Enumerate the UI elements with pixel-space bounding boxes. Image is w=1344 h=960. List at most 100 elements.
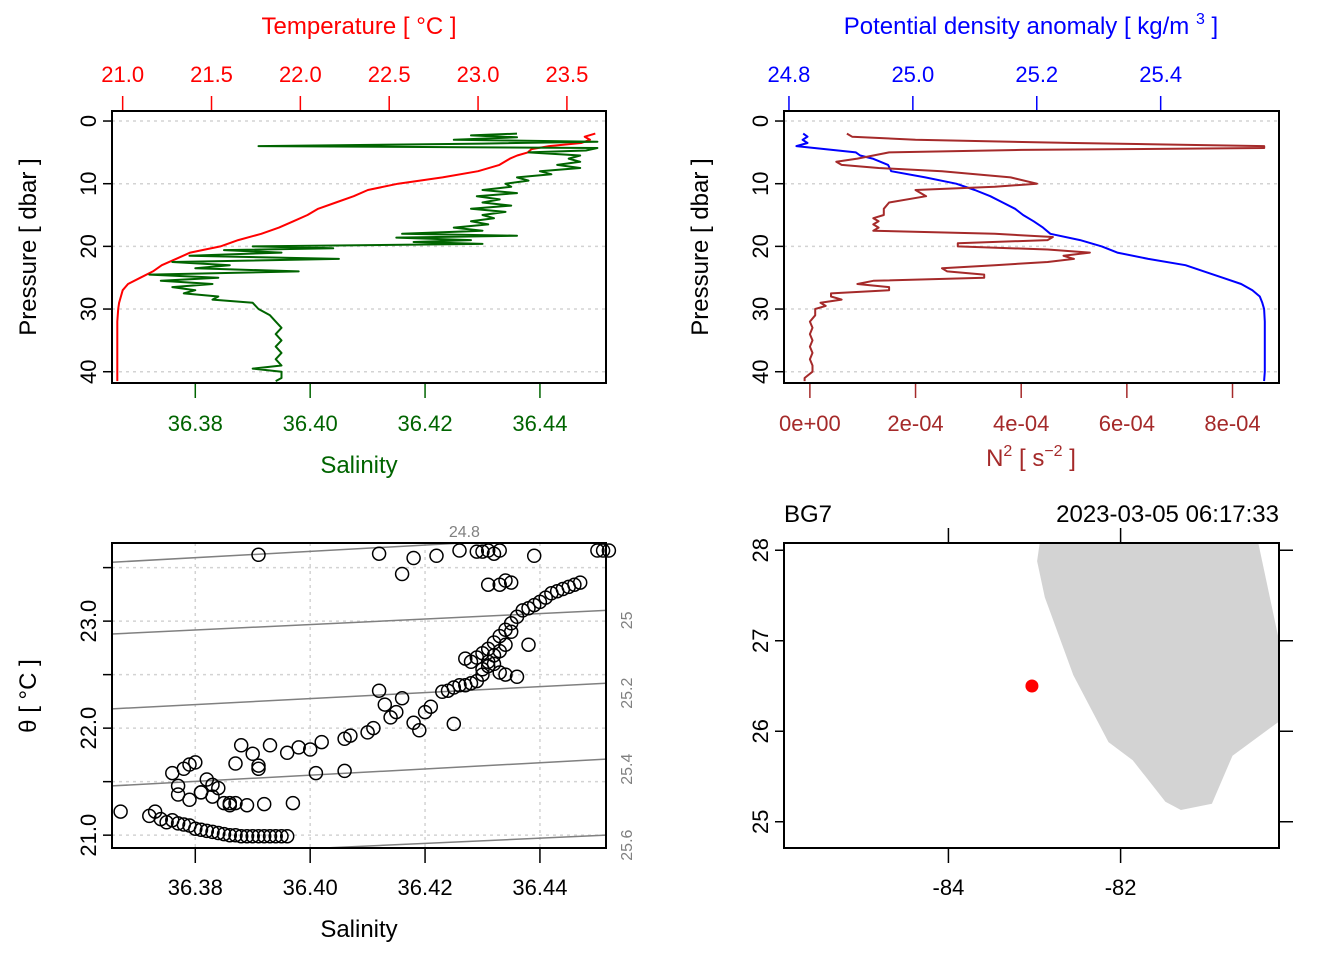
top-tick-label: 25.4 <box>1139 62 1182 87</box>
salinity-axis: 36.38 36.40 36.42 36.44 <box>168 848 567 900</box>
y-tick-label: 0 <box>748 115 773 127</box>
bottom-tick-label: 4e-04 <box>993 411 1049 436</box>
isopycnal-label: 25.2 <box>619 678 636 709</box>
panel-temperature-salinity-profile: Temperature [ °C ] 21.0 21.5 22.0 22.5 23.0 2… <box>15 13 607 479</box>
density-axis: 24.8 25.0 25.2 25.4 <box>768 62 1182 111</box>
data-point <box>394 690 410 706</box>
x-tick-label: -82 <box>1105 875 1137 900</box>
data-point <box>193 822 209 838</box>
data-point <box>245 828 260 844</box>
y-tick-label: 10 <box>748 171 773 195</box>
top-tick-label: 22.0 <box>279 62 322 87</box>
data-point <box>567 577 582 592</box>
data-point <box>521 637 536 652</box>
y-tick-label: 25 <box>748 810 773 834</box>
data-point <box>211 825 226 841</box>
bottom-tick-label: 8e-04 <box>1204 411 1260 436</box>
data-point <box>423 699 439 714</box>
x-tick-label: 36.42 <box>398 875 453 900</box>
pressure-axis: 0 10 20 30 40 <box>748 115 784 384</box>
data-point <box>498 667 513 682</box>
bottom-axis-title: N2 [ s−2 ] <box>986 443 1076 472</box>
scatter-points <box>113 543 617 844</box>
data-point <box>572 575 588 590</box>
data-point <box>463 675 479 691</box>
grid <box>112 120 606 373</box>
data-point <box>337 763 352 779</box>
series-line-potential-density-anomaly <box>795 132 1266 382</box>
x-tick-label: 36.44 <box>512 875 567 900</box>
data-point <box>199 823 215 839</box>
isopycnal-label: 25.4 <box>619 754 636 785</box>
y-tick-label: 20 <box>76 234 101 258</box>
isopycnal-lines: 24.8 25 25.2 25.4 25.6 <box>111 524 636 861</box>
series-lines <box>795 132 1266 382</box>
series-line-n2 <box>803 132 1266 382</box>
top-tick-label: 23.5 <box>545 62 588 87</box>
station-time: 2023-03-05 06:17:33 <box>1056 501 1279 528</box>
data-point <box>406 550 421 566</box>
data-point <box>515 603 530 618</box>
series-line-temperature <box>116 132 596 382</box>
series-lines <box>116 132 599 382</box>
data-point <box>279 828 295 844</box>
y-axis-title: Pressure [ dbar ] <box>687 158 714 335</box>
station-name: BG7 <box>784 501 832 528</box>
data-point <box>452 678 467 693</box>
data-point <box>509 669 525 685</box>
data-point <box>113 804 128 819</box>
y-tick-label: 26 <box>748 719 773 743</box>
data-point <box>371 546 387 561</box>
data-point <box>251 758 266 773</box>
data-point <box>228 827 243 843</box>
data-point <box>251 828 266 844</box>
data-point <box>256 796 272 812</box>
data-point <box>274 828 289 844</box>
bottom-tick-label: 36.42 <box>398 411 453 436</box>
y-tick-label: 40 <box>748 359 773 383</box>
data-point <box>182 757 197 772</box>
data-point <box>239 797 255 813</box>
bottom-axis-title: Salinity <box>320 452 397 479</box>
top-tick-label: 21.5 <box>190 62 233 87</box>
plot-frame <box>111 110 607 384</box>
data-point <box>205 789 220 804</box>
y-tick-label: 10 <box>76 171 101 195</box>
n2-axis: 0e+00 2e-04 4e-04 6e-04 8e-04 <box>779 383 1261 436</box>
y-tick-label: 22.0 <box>76 707 101 750</box>
y-tick-label: 21.0 <box>76 814 101 857</box>
data-point <box>228 795 243 811</box>
data-point <box>480 577 496 592</box>
data-point <box>188 821 203 836</box>
bottom-tick-label: 36.44 <box>512 411 567 436</box>
data-point <box>216 795 232 811</box>
isopycnal-label: 25 <box>619 611 636 629</box>
data-point <box>314 734 329 750</box>
isopycnal-label: 25.6 <box>619 829 636 860</box>
data-point <box>233 828 249 844</box>
x-tick-label: 36.38 <box>168 875 223 900</box>
data-point <box>216 826 232 842</box>
isopycnal-line <box>111 758 607 787</box>
top-axis-title-text: Potential density anomaly [ kg/m <box>844 13 1190 40</box>
data-point <box>222 827 238 843</box>
panel-density-n2-profile: Potential density anomaly [ kg/m 3 ] 24.… <box>687 11 1280 472</box>
data-point <box>262 828 278 844</box>
bottom-tick-label: 6e-04 <box>1099 411 1155 436</box>
data-point <box>228 756 243 771</box>
top-axis-title: Temperature [ °C ] <box>262 13 457 40</box>
bottom-tick-label: 0e+00 <box>779 411 841 436</box>
temperature-axis: 21.0 21.5 22.0 22.5 23.0 23.5 <box>101 62 588 111</box>
top-tick-label: 22.5 <box>368 62 411 87</box>
data-point <box>412 723 427 738</box>
data-point <box>475 544 490 559</box>
salinity-axis: 36.38 36.40 36.42 36.44 <box>168 383 567 436</box>
series-line-salinity <box>148 132 599 382</box>
y-tick-label: 20 <box>748 234 773 258</box>
top-axis-title: Potential density anomaly [ kg/m 3 ] <box>844 11 1218 40</box>
station-marker <box>1025 679 1039 693</box>
pressure-axis: 0 10 20 30 40 <box>76 115 112 384</box>
isopycnal-line <box>111 542 463 564</box>
